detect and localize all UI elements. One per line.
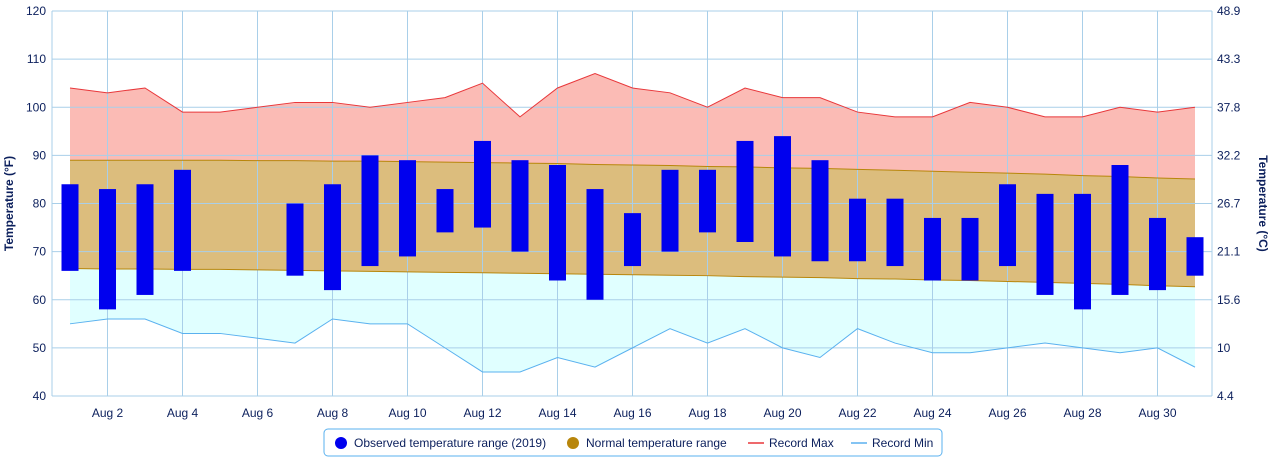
y-tick-label-right: 26.7 [1217, 197, 1241, 211]
observed-range-bar [736, 140, 754, 242]
observed-range-bar [849, 198, 866, 262]
legend-symbol-circle [567, 437, 579, 449]
observed-range-bar [549, 165, 566, 281]
y-axis-title-left: Temperature (°F) [2, 156, 16, 251]
observed-range-bar [61, 184, 79, 271]
y-tick-label-right: 43.3 [1217, 52, 1241, 66]
record-lines [69, 73, 1196, 373]
x-tick-label: Aug 24 [913, 406, 951, 420]
observed-range-bar [999, 184, 1016, 267]
legend-item-label: Record Min [872, 436, 933, 450]
observed-range-bar [286, 203, 304, 276]
observed-range-bar [436, 189, 454, 233]
x-tick-label: Aug 10 [388, 406, 426, 420]
observed-range-bar [99, 189, 116, 310]
y-tick-label-right: 10 [1217, 341, 1231, 355]
y-axis-title-right: Temperature (°C) [1256, 155, 1270, 252]
y-tick-label-left: 60 [33, 293, 47, 307]
x-tick-label: Aug 4 [167, 406, 199, 420]
observed-range-bar [586, 189, 604, 300]
legend-item-label: Observed temperature range (2019) [354, 436, 546, 450]
legend-symbol-circle [335, 437, 347, 449]
observed-range-bar [324, 184, 341, 291]
y-tick-label-right: 4.4 [1217, 389, 1234, 403]
observed-range-bar [474, 140, 491, 228]
y-tick-label-left: 50 [33, 341, 47, 355]
observed-range-bar [1074, 193, 1091, 310]
y-tick-label-left: 80 [33, 197, 47, 211]
x-tick-label: Aug 18 [688, 406, 726, 420]
y-tick-label-right: 32.2 [1217, 148, 1241, 162]
x-tick-label: Aug 22 [838, 406, 876, 420]
x-tick-label: Aug 8 [317, 406, 349, 420]
observed-range-bar [924, 217, 941, 281]
observed-range-bar [699, 169, 716, 233]
legend-item-label: Record Max [769, 436, 834, 450]
y-tick-label-left: 90 [33, 148, 47, 162]
y-tick-label-right: 37.8 [1217, 100, 1241, 114]
x-tick-label: Aug 2 [92, 406, 124, 420]
record-max-line [69, 73, 1196, 118]
observed-range-bar [511, 160, 529, 252]
y-tick-label-left: 70 [33, 245, 47, 259]
observed-range-bar [174, 169, 191, 271]
observed-range-bar [1186, 237, 1204, 276]
y-tick-label-left: 100 [26, 100, 46, 114]
x-tick-label: Aug 14 [538, 406, 576, 420]
y-tick-label-left: 110 [27, 52, 46, 66]
observed-range-bar [811, 160, 829, 262]
x-tick-label: Aug 26 [988, 406, 1026, 420]
y-tick-label-left: 40 [33, 389, 47, 403]
legend[interactable]: Observed temperature range (2019) Normal … [323, 428, 943, 457]
observed-range-bar [624, 213, 641, 267]
x-tick-label: Aug 20 [763, 406, 801, 420]
x-tick-label: Aug 6 [242, 406, 274, 420]
normal-high-line [70, 159, 1196, 180]
x-tick-label: Aug 16 [613, 406, 651, 420]
observed-range-bar [1149, 217, 1166, 291]
observed-range-bar [774, 136, 791, 257]
x-tick-label: Aug 30 [1138, 406, 1176, 420]
x-tick-label: Aug 12 [463, 406, 501, 420]
observed-range-bar [136, 184, 154, 295]
observed-range-bar [1036, 193, 1054, 295]
y-tick-label-left: 120 [26, 4, 46, 18]
observed-range-bar [961, 217, 979, 281]
observed-bars [61, 136, 1204, 310]
normal-low-line [69, 267, 1196, 288]
observed-range-bar [661, 169, 679, 252]
y-tick-label-right: 48.9 [1217, 4, 1241, 18]
legend-item-label: Normal temperature range [586, 436, 727, 450]
x-tick-label: Aug 28 [1063, 406, 1101, 420]
legend-box [323, 428, 943, 457]
y-tick-label-right: 21.1 [1217, 245, 1241, 259]
observed-range-bar [361, 155, 379, 267]
observed-range-bar [886, 198, 904, 267]
record-min-line [69, 318, 1196, 373]
observed-range-bar [1111, 165, 1129, 295]
axes: 40 50 60 70 80 90 100 110 120 4.4 10 15.6 21.1 26.7 32… [2, 4, 1270, 420]
y-tick-label-right: 15.6 [1217, 293, 1241, 307]
observed-range-bar [399, 160, 416, 257]
